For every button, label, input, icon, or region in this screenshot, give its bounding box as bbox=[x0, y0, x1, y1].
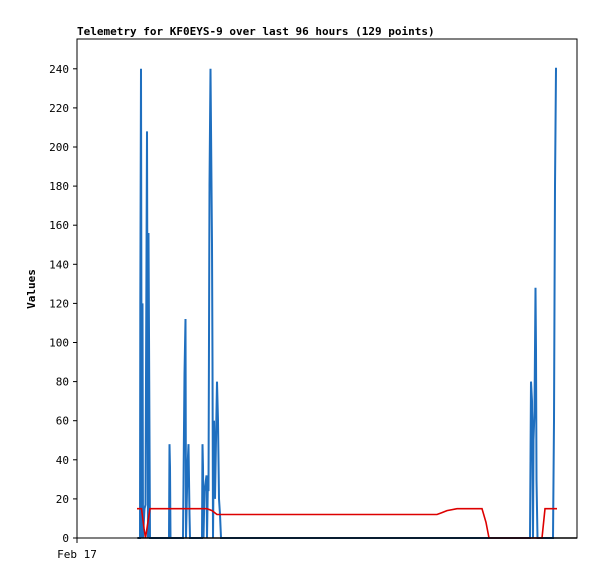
y-tick-label: 20 bbox=[56, 493, 69, 506]
y-tick-label: 80 bbox=[56, 376, 69, 389]
y-tick-label: 0 bbox=[62, 532, 69, 545]
y-tick-label: 60 bbox=[56, 415, 69, 428]
series-layer bbox=[137, 67, 577, 539]
x-tick-label: Feb 17 bbox=[57, 548, 97, 561]
y-tick-label: 140 bbox=[49, 258, 69, 271]
y-tick-label: 120 bbox=[49, 297, 69, 310]
y-tick-label: 220 bbox=[49, 102, 69, 115]
y-tick-label: 100 bbox=[49, 337, 69, 350]
y-axis-title: Values bbox=[25, 269, 38, 309]
y-tick-label: 40 bbox=[56, 454, 69, 467]
x-axis: Feb 17 bbox=[57, 538, 97, 561]
y-tick-label: 160 bbox=[49, 219, 69, 232]
y-tick-label: 200 bbox=[49, 141, 69, 154]
y-tick-label: 240 bbox=[49, 63, 69, 76]
y-tick-label: 180 bbox=[49, 180, 69, 193]
y-axis: 0 20 40 60 80 100 120 140 160 180 200 220 240 bbox=[49, 63, 77, 545]
chart-title: Telemetry for KF0EYS-9 over last 96 hour… bbox=[77, 25, 435, 38]
series-line-1 bbox=[138, 67, 557, 539]
